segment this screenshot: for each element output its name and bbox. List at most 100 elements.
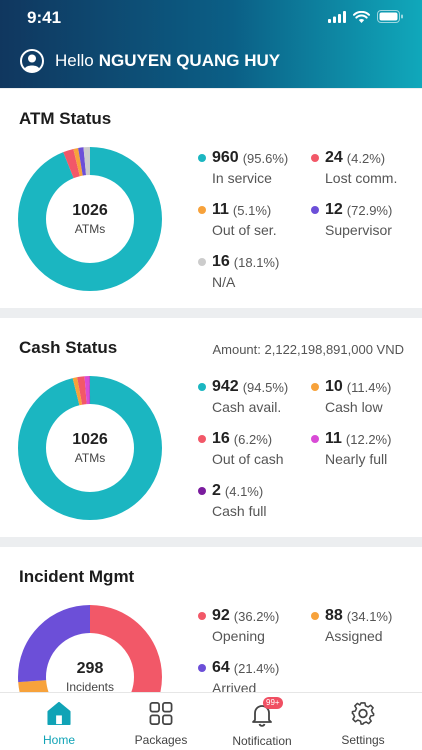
legend-percent: (4.1%) bbox=[224, 483, 264, 499]
legend-label: Out of ser. bbox=[212, 222, 277, 238]
legend-percent: (94.5%) bbox=[242, 379, 289, 395]
bell-icon-wrap: 99+ bbox=[249, 697, 283, 727]
legend-value: 2 bbox=[212, 482, 221, 499]
greeting-text: Hello bbox=[55, 51, 94, 70]
grid-icon bbox=[149, 702, 173, 725]
legend-dot bbox=[311, 206, 319, 214]
home-icon bbox=[47, 701, 71, 726]
bottom-tab-bar: Home Packages 99+ Notification Settings bbox=[0, 692, 422, 750]
legend-percent: (18.1%) bbox=[233, 254, 280, 270]
legend-value: 942 bbox=[212, 378, 239, 395]
signal-icon bbox=[328, 10, 346, 23]
donut-total: 1026 bbox=[72, 202, 108, 219]
status-time: 9:41 bbox=[27, 8, 62, 27]
cash-status-card[interactable]: Cash Status Amount: 2,122,198,891,000 VN… bbox=[0, 318, 422, 537]
user-name: NGUYEN QUANG HUY bbox=[98, 51, 281, 70]
donut-total-label: Incidents bbox=[65, 680, 115, 692]
battery-icon bbox=[377, 10, 403, 23]
atm-status-donut-svg bbox=[18, 147, 162, 291]
legend-percent: (21.4%) bbox=[233, 660, 280, 676]
legend-item-opening: 92 (36.2%) Opening bbox=[198, 606, 308, 646]
legend-value: 16 bbox=[212, 430, 230, 447]
legend-percent: (6.2%) bbox=[233, 431, 273, 447]
donut-center: 1026 ATMs bbox=[18, 376, 162, 520]
donut-total-label: ATMs bbox=[74, 222, 106, 236]
cash-status-donut: 1026 ATMs bbox=[18, 376, 162, 520]
card-title: Incident Mgmt bbox=[19, 567, 135, 586]
tab-notification[interactable]: 99+ Notification bbox=[212, 697, 312, 748]
legend-dot bbox=[198, 154, 206, 162]
tab-settings[interactable]: Settings bbox=[313, 701, 413, 747]
legend-item-cash-full: 2 (4.1%) Cash full bbox=[198, 481, 308, 521]
legend-value: 12 bbox=[325, 201, 343, 218]
legend-percent: (72.9%) bbox=[346, 202, 393, 218]
card-title: ATM Status bbox=[19, 109, 112, 128]
tab-packages[interactable]: Packages bbox=[111, 701, 211, 747]
legend-label: In service bbox=[212, 170, 272, 186]
legend-dot bbox=[198, 487, 206, 495]
status-icons bbox=[328, 10, 404, 23]
legend-label: Out of cash bbox=[212, 451, 284, 467]
legend-label: Lost comm. bbox=[325, 170, 398, 186]
legend-value: 10 bbox=[325, 378, 343, 395]
legend-value: 16 bbox=[212, 253, 230, 270]
legend-dot bbox=[311, 612, 319, 620]
legend-dot bbox=[198, 383, 206, 391]
legend-percent: (95.6%) bbox=[242, 150, 289, 166]
legend-item-out-of-cash: 16 (6.2%) Out of cash bbox=[198, 429, 308, 469]
legend-percent: (4.2%) bbox=[346, 150, 386, 166]
atm-status-donut: 1026 ATMs bbox=[18, 147, 162, 291]
incident-mgmt-donut: 298 Incidents bbox=[18, 605, 162, 692]
legend-value: 88 bbox=[325, 607, 343, 624]
legend-dot bbox=[198, 664, 206, 672]
status-bar: 9:41 bbox=[0, 0, 422, 36]
cash-amount: Amount: 2,122,198,891,000 VND bbox=[212, 342, 404, 357]
legend-dot bbox=[198, 435, 206, 443]
tab-label: Packages bbox=[134, 733, 188, 747]
donut-total: 1026 bbox=[72, 431, 108, 448]
legend-label: Nearly full bbox=[325, 451, 388, 467]
tab-home[interactable]: Home bbox=[9, 701, 109, 747]
user-avatar-icon[interactable] bbox=[20, 49, 44, 73]
legend-item-lost-comm: 24 (4.2%) Lost comm. bbox=[311, 148, 421, 188]
legend-item-supervisor: 12 (72.9%) Supervisor bbox=[311, 200, 421, 240]
legend-label: Arrived bbox=[212, 680, 257, 692]
legend-dot bbox=[311, 383, 319, 391]
legend-label: Cash low bbox=[325, 399, 383, 415]
cash-status-donut-svg bbox=[18, 376, 162, 520]
legend-value: 960 bbox=[212, 149, 239, 166]
legend-item-out-of-service: 11 (5.1%) Out of ser. bbox=[198, 200, 308, 240]
legend-item-in-service: 960 (95.6%) In service bbox=[198, 148, 308, 188]
donut-total-label: ATMs bbox=[74, 451, 106, 465]
legend-item-assigned: 88 (34.1%) Assigned bbox=[311, 606, 421, 646]
incident-mgmt-donut-svg bbox=[18, 605, 162, 692]
gear-icon bbox=[351, 702, 375, 725]
legend-label: Supervisor bbox=[325, 222, 392, 238]
legend-item-cash-low: 10 (11.4%) Cash low bbox=[311, 377, 421, 417]
incident-mgmt-card[interactable]: Incident Mgmt 298 Incidents 92 (36.2%) Op… bbox=[0, 547, 422, 692]
legend-percent: (34.1%) bbox=[346, 608, 393, 624]
legend-dot bbox=[311, 435, 319, 443]
legend-item-arrived: 64 (21.4%) Arrived bbox=[198, 658, 308, 692]
atm-status-card[interactable]: ATM Status 1026 ATMs 960 (95.6%) In servi… bbox=[0, 89, 422, 308]
donut-total: 298 bbox=[76, 660, 104, 677]
notification-badge: 99+ bbox=[263, 697, 283, 709]
legend-dot bbox=[198, 612, 206, 620]
app-header: 9:41 Hello NG bbox=[0, 0, 422, 88]
legend-value: 92 bbox=[212, 607, 230, 624]
tab-label: Home bbox=[42, 733, 75, 747]
legend-item-cash-avail: 942 (94.5%) Cash avail. bbox=[198, 377, 308, 417]
legend-label: Opening bbox=[212, 628, 265, 644]
donut-center: 298 Incidents bbox=[18, 605, 162, 692]
legend-label: Cash full bbox=[212, 503, 267, 519]
legend-value: 24 bbox=[325, 149, 343, 166]
legend-item-na: 16 (18.1%) N/A bbox=[198, 252, 308, 292]
legend-label: Assigned bbox=[325, 628, 383, 644]
legend-label: Cash avail. bbox=[212, 399, 282, 415]
tab-label: Settings bbox=[341, 733, 385, 747]
legend-value: 11 bbox=[325, 430, 342, 447]
donut-slice-n-a bbox=[18, 147, 162, 291]
legend-dot bbox=[311, 154, 319, 162]
card-title: Cash Status bbox=[19, 338, 118, 357]
donut-center: 1026 ATMs bbox=[18, 147, 162, 291]
